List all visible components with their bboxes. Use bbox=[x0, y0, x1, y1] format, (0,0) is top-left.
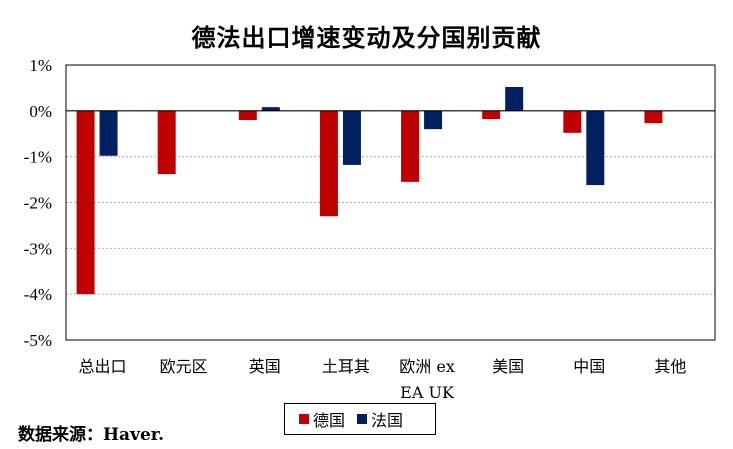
bar-germany bbox=[239, 111, 257, 120]
x-category-label: EA UK bbox=[400, 383, 455, 402]
bar-germany bbox=[644, 111, 662, 123]
y-tick-label: -5% bbox=[24, 331, 52, 350]
y-tick-label: 0% bbox=[29, 102, 52, 121]
chart-legend: 德国 法国 bbox=[284, 403, 436, 435]
x-category-label: 欧元区 bbox=[160, 357, 208, 376]
x-category-label: 美国 bbox=[492, 357, 524, 376]
legend-label-france: 法国 bbox=[371, 407, 403, 431]
y-tick-label: -4% bbox=[24, 285, 52, 304]
source-note: 数据来源：Haver. bbox=[18, 420, 164, 445]
y-tick-label: 1% bbox=[29, 56, 52, 75]
y-tick-label: -2% bbox=[24, 194, 52, 213]
bar-germany bbox=[482, 111, 500, 119]
bar-france bbox=[100, 111, 118, 156]
bar-france bbox=[586, 111, 604, 185]
legend-label-germany: 德国 bbox=[313, 407, 345, 431]
bar-germany bbox=[401, 111, 419, 182]
x-category-label: 土耳其 bbox=[322, 357, 370, 376]
legend-swatch-france bbox=[357, 414, 367, 424]
bar-germany bbox=[77, 111, 95, 294]
bar-germany bbox=[158, 111, 176, 174]
bar-germany bbox=[563, 111, 581, 133]
x-category-label: 其他 bbox=[654, 357, 686, 376]
legend-item-france: 法国 bbox=[357, 407, 403, 431]
bar-germany bbox=[320, 111, 338, 216]
bar-france bbox=[424, 111, 442, 129]
x-category-label: 欧洲 ex bbox=[399, 357, 455, 376]
y-tick-label: -1% bbox=[24, 148, 52, 167]
x-category-label: 中国 bbox=[573, 357, 605, 376]
bar-france bbox=[505, 87, 523, 111]
y-tick-label: -3% bbox=[24, 239, 52, 258]
bar-france bbox=[343, 111, 361, 165]
legend-swatch-germany bbox=[299, 414, 309, 424]
x-category-label: 英国 bbox=[249, 357, 281, 376]
legend-item-germany: 德国 bbox=[299, 407, 345, 431]
x-category-label: 总出口 bbox=[79, 357, 127, 376]
